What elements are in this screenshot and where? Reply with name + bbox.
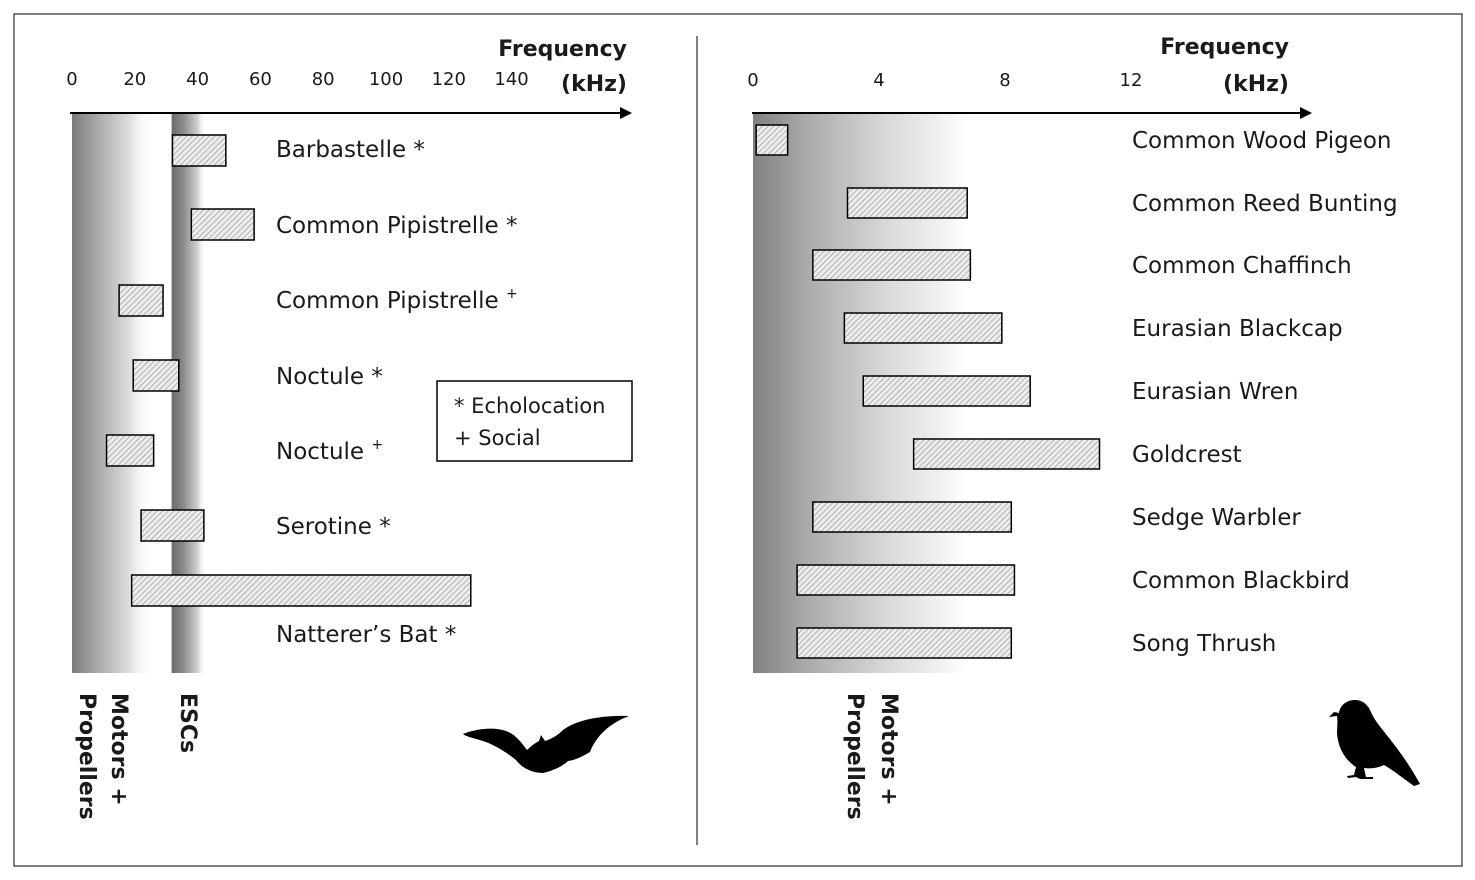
x-tick-label: 4 xyxy=(873,70,884,91)
bar xyxy=(843,312,1003,344)
bar xyxy=(130,574,472,607)
category-label: Eurasian Blackcap xyxy=(1132,316,1343,342)
legend-echolocation: * Echolocation xyxy=(454,394,605,418)
category-label: Common Reed Bunting xyxy=(1132,191,1398,217)
category-label: Common Wood Pigeon xyxy=(1132,128,1392,154)
category-label: Sedge Warbler xyxy=(1132,505,1301,531)
noise-label-escs: ESCs xyxy=(175,693,200,753)
category-label: Barbastelle * xyxy=(276,137,425,163)
category-label: Common Blackbird xyxy=(1132,568,1350,594)
bar xyxy=(140,509,205,542)
bar xyxy=(755,124,789,156)
bar xyxy=(812,249,972,281)
category-label: Eurasian Wren xyxy=(1132,379,1298,405)
bar xyxy=(812,501,1013,533)
bar xyxy=(796,627,1013,659)
category-label: Serotine * xyxy=(276,514,391,540)
x-tick-label: 40 xyxy=(186,69,209,90)
category-label: Noctule + xyxy=(276,437,383,465)
bar xyxy=(912,438,1101,470)
x-tick-label: 20 xyxy=(123,69,146,90)
category-label: Noctule * xyxy=(276,364,383,390)
category-label: Song Thrush xyxy=(1132,631,1276,657)
axis-unit: (kHz) xyxy=(1223,72,1289,97)
noise-label-motors: Motors + xyxy=(106,693,131,806)
x-tick-label: 140 xyxy=(494,69,528,90)
bar xyxy=(132,359,180,392)
category-label: Natterer’s Bat * xyxy=(276,622,456,648)
category-label: Goldcrest xyxy=(1132,442,1242,468)
birds-panel: 0 4 8 12 Frequency (kHz) Common Wood Pigeon Com… xyxy=(747,35,1397,820)
bats-panel: 0 20 40 60 80 100 120 140 Frequency (kHz) Barbaste… xyxy=(66,37,633,820)
x-tick-label: 100 xyxy=(369,69,403,90)
axis-unit: (kHz) xyxy=(561,72,627,97)
x-tick-label: 0 xyxy=(747,70,758,91)
noise-label-propellers: Propellers xyxy=(842,693,867,820)
bar xyxy=(796,564,1016,596)
x-axis-arrow xyxy=(620,107,632,119)
figure-frame xyxy=(13,13,1463,867)
x-tick-label: 12 xyxy=(1120,70,1143,91)
x-tick-label: 80 xyxy=(312,69,335,90)
x-tick-label: 120 xyxy=(432,69,466,90)
noise-label-motors: Motors + xyxy=(876,693,901,806)
x-tick-label: 0 xyxy=(66,69,77,90)
bar xyxy=(190,208,255,241)
category-label: Common Chaffinch xyxy=(1132,253,1352,279)
bar xyxy=(862,375,1031,407)
bar xyxy=(846,187,968,219)
x-axis-arrow xyxy=(1300,107,1312,119)
noise-label-propellers: Propellers xyxy=(74,693,99,820)
bar xyxy=(171,134,227,167)
bird-icon xyxy=(1329,700,1420,786)
bar xyxy=(105,434,155,467)
category-label: Common Pipistrelle * xyxy=(276,213,518,239)
axis-title: Frequency xyxy=(1160,35,1289,60)
bar xyxy=(118,284,164,317)
x-tick-label: 8 xyxy=(999,70,1010,91)
bat-icon xyxy=(463,715,629,773)
legend-box xyxy=(436,380,633,462)
x-tick-label: 60 xyxy=(249,69,272,90)
legend-social: + Social xyxy=(454,426,541,450)
axis-title: Frequency xyxy=(498,37,627,62)
category-label: Common Pipistrelle + xyxy=(276,286,518,314)
